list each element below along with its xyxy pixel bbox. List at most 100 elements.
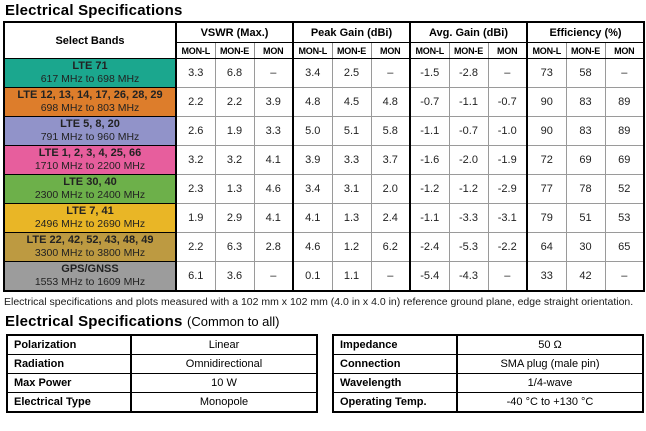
- spec-value-cell: 2.0: [370, 174, 411, 204]
- spec-value-cell: 83: [565, 87, 606, 117]
- subcol-header: MON-L: [526, 42, 567, 59]
- spec-value-cell: 89: [604, 116, 645, 146]
- spec-value-cell: -1.1: [409, 203, 450, 233]
- spec-value-cell: 3.4: [292, 58, 333, 88]
- spec-value-cell: 78: [565, 174, 606, 204]
- spec-value-cell: 79: [526, 203, 567, 233]
- spec-label: Impedance: [332, 334, 458, 356]
- spec-table-row: LTE 71 617 MHz to 698 MHz 3.3 6.8–3.4 2.5– -1…: [3, 58, 645, 88]
- spec-value-cell: 3.2: [175, 145, 216, 175]
- subcol-header: MON: [370, 42, 411, 59]
- spec-value-cell: –: [370, 58, 411, 88]
- spec-value-cell: 4.1: [253, 145, 294, 175]
- spec-value-cell: –: [487, 261, 528, 291]
- spec-value-cell: 2.2: [214, 87, 255, 117]
- spec-value-cell: 64: [526, 232, 567, 262]
- spec-value-cell: 30: [565, 232, 606, 262]
- electrical-spec-table: Select Bands VSWR (Max.) Peak Gain (dBi)…: [3, 21, 646, 292]
- spec-value-cell: 2.6: [175, 116, 216, 146]
- spec-value-cell: 0.1: [292, 261, 333, 291]
- group-header-peak-gain: Peak Gain (dBi): [292, 21, 411, 43]
- spec-value-cell: 3.4: [292, 174, 333, 204]
- spec-value: 50 Ω: [456, 334, 644, 356]
- spec-value-cell: 73: [526, 58, 567, 88]
- spec-value-cell: -1.2: [448, 174, 489, 204]
- subcol-header: MON-L: [175, 42, 216, 59]
- spec-value-cell: 2.8: [253, 232, 294, 262]
- band-name: LTE 1, 2, 3, 4, 25, 66: [38, 147, 142, 160]
- band-cell: LTE 30, 40 2300 MHz to 2400 MHz: [3, 174, 177, 204]
- spec-table-row: LTE 22, 42, 52, 43, 48, 49 3300 MHz to 38…: [3, 232, 645, 262]
- spec-value-cell: -3.3: [448, 203, 489, 233]
- spec-value-cell: 4.6: [292, 232, 333, 262]
- spec-value-cell: 3.3: [175, 58, 216, 88]
- spec-table-row: LTE 1, 2, 3, 4, 25, 66 1710 MHz to 2200 M…: [3, 145, 645, 175]
- spec-value-cell: 3.2: [214, 145, 255, 175]
- common-specs-table-left: Polarization Linear Radiation Omnidirect…: [6, 334, 318, 414]
- spec-value-cell: 1.1: [331, 261, 372, 291]
- measurement-footnote: Electrical specifications and plots meas…: [4, 295, 634, 308]
- subcol-header: MON-L: [292, 42, 333, 59]
- spec-label: Connection: [332, 354, 458, 375]
- spec-value-cell: 90: [526, 87, 567, 117]
- table-row: Wavelength 1/4-wave: [332, 373, 644, 394]
- group-header-efficiency: Efficiency (%): [525, 21, 645, 43]
- spec-value-cell: 83: [565, 116, 606, 146]
- spec-value-cell: -2.0: [448, 145, 489, 175]
- spec-table-row: LTE 12, 13, 14, 17, 26, 28, 29 698 MHz to…: [3, 87, 645, 117]
- band-frequency-range: 1553 MHz to 1609 MHz: [34, 276, 146, 289]
- spec-value-cell: 33: [526, 261, 567, 291]
- spec-value-cell: -2.8: [448, 58, 489, 88]
- spec-value-cell: 2.5: [331, 58, 372, 88]
- common-specs-title-main: Electrical Specifications: [5, 313, 183, 331]
- subcol-header: MON-E: [214, 42, 255, 59]
- band-cell: LTE 1, 2, 3, 4, 25, 66 1710 MHz to 2200 M…: [3, 145, 177, 175]
- spec-label: Operating Temp.: [332, 392, 458, 413]
- spec-value-cell: 3.9: [253, 87, 294, 117]
- spec-value-cell: -4.3: [448, 261, 489, 291]
- band-frequency-range: 617 MHz to 698 MHz: [40, 73, 140, 86]
- common-specs-table-right: Impedance 50 Ω Connection SMA plug (male…: [332, 334, 644, 414]
- spec-value-cell: 2.2: [175, 232, 216, 262]
- common-specs-title-suffix: (Common to all): [187, 314, 280, 330]
- group-header-row: Select Bands VSWR (Max.) Peak Gain (dBi)…: [3, 21, 645, 59]
- spec-value-cell: –: [253, 58, 294, 88]
- spec-value-cell: -2.4: [409, 232, 450, 262]
- spec-value-cell: 4.6: [253, 174, 294, 204]
- spec-value-cell: 6.8: [214, 58, 255, 88]
- band-frequency-range: 2300 MHz to 2400 MHz: [34, 189, 146, 202]
- table-row: Connection SMA plug (male pin): [332, 354, 644, 375]
- spec-value-cell: 1.2: [331, 232, 372, 262]
- band-name: LTE 22, 42, 52, 43, 48, 49: [26, 234, 154, 247]
- spec-label: Electrical Type: [6, 392, 132, 413]
- band-name: LTE 12, 13, 14, 17, 26, 28, 29: [17, 89, 163, 102]
- spec-value-cell: 6.3: [214, 232, 255, 262]
- spec-label: Polarization: [6, 334, 132, 356]
- spec-value-cell: 72: [526, 145, 567, 175]
- band-cell: LTE 7, 41 2496 MHz to 2690 MHz: [3, 203, 177, 233]
- table-row: Operating Temp. -40 °C to +130 °C: [332, 392, 644, 413]
- spec-value-cell: 4.1: [292, 203, 333, 233]
- spec-value-cell: 2.4: [370, 203, 411, 233]
- table-row: Electrical Type Monopole: [6, 392, 318, 413]
- spec-value-cell: 3.3: [253, 116, 294, 146]
- band-frequency-range: 791 MHz to 960 MHz: [40, 131, 140, 144]
- spec-value-cell: 69: [565, 145, 606, 175]
- spec-value-cell: 3.9: [292, 145, 333, 175]
- spec-table-row: LTE 5, 8, 20 791 MHz to 960 MHz 2.6 1.9 3.3 5…: [3, 116, 645, 146]
- spec-value-cell: 2.2: [175, 87, 216, 117]
- spec-value-cell: -1.2: [409, 174, 450, 204]
- spec-value-cell: 3.3: [331, 145, 372, 175]
- spec-value-cell: -1.6: [409, 145, 450, 175]
- spec-value-cell: –: [370, 261, 411, 291]
- spec-table-row: LTE 7, 41 2496 MHz to 2690 MHz 1.9 2.9 4.1 4.…: [3, 203, 645, 233]
- spec-value-cell: 4.8: [370, 87, 411, 117]
- spec-value-cell: –: [253, 261, 294, 291]
- subcol-header: MON-E: [448, 42, 489, 59]
- spec-value-cell: -1.9: [487, 145, 528, 175]
- spec-value-cell: 5.0: [292, 116, 333, 146]
- band-name: LTE 7, 41: [66, 205, 114, 218]
- spec-value-cell: 6.1: [175, 261, 216, 291]
- spec-value-cell: 2.3: [175, 174, 216, 204]
- spec-value-cell: 90: [526, 116, 567, 146]
